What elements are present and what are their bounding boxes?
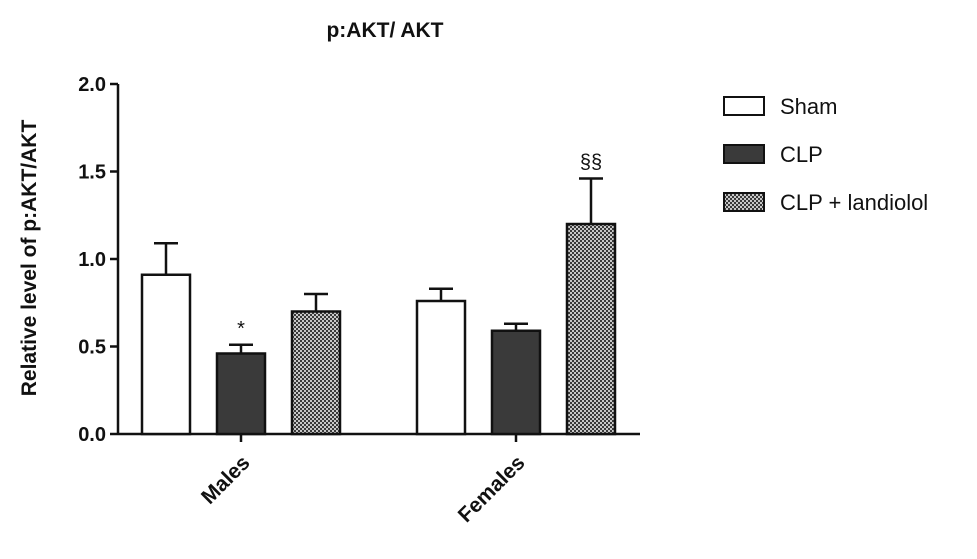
legend-label: Sham <box>780 94 837 119</box>
bar <box>565 222 617 436</box>
y-tick-label: 1.0 <box>78 249 106 271</box>
chart-title: p:AKT/ AKT <box>326 19 443 42</box>
legend-swatch <box>723 96 765 116</box>
significance-marker: §§ <box>580 152 602 174</box>
y-tick-label: 0.5 <box>78 337 106 359</box>
bar <box>415 299 467 436</box>
bar <box>215 352 267 436</box>
x-tick-label: Males <box>197 451 255 509</box>
y-tick-label: 1.5 <box>78 162 106 184</box>
legend-label: CLP <box>780 142 823 167</box>
legend-swatch <box>723 144 765 164</box>
bar <box>290 310 342 436</box>
x-tick-label: Females <box>454 451 530 527</box>
legend-label: CLP + landiolol <box>780 190 928 215</box>
bar <box>140 273 192 436</box>
y-tick-label: 0.0 <box>78 424 106 446</box>
y-tick-label: 2.0 <box>78 74 106 96</box>
legend-swatch <box>723 192 765 212</box>
significance-marker: * <box>237 318 245 340</box>
bar <box>490 329 542 436</box>
y-axis-label: Relative level of p:AKT/AKT <box>18 120 41 397</box>
